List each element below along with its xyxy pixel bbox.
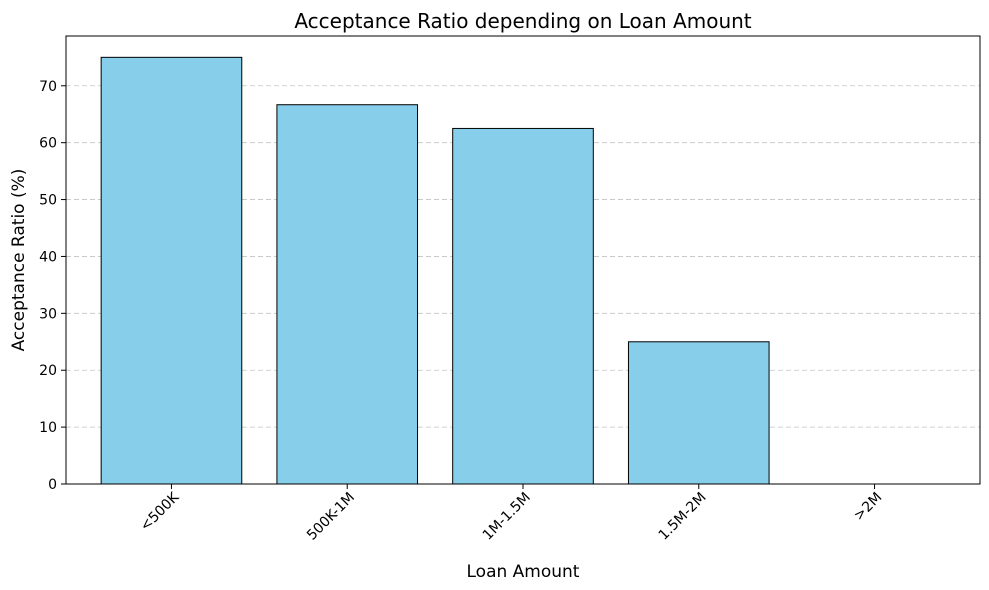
- x-tick-label-3: 1.5M-2M: [656, 490, 710, 544]
- y-tick-label-50: 50: [39, 193, 57, 209]
- x-tick-label-4: >2M: [851, 490, 885, 524]
- x-axis-ticks: <500K 500K-1M 1M-1.5M 1.5M-2M >2M: [137, 484, 885, 544]
- bar-3: [627, 341, 770, 485]
- y-tick-label-20: 20: [39, 363, 57, 379]
- chart-title: Acceptance Ratio depending on Loan Amoun…: [294, 9, 751, 33]
- y-tick-label-10: 10: [39, 420, 57, 436]
- y-tick-label-60: 60: [39, 136, 57, 152]
- x-axis-title: Loan Amount: [467, 562, 580, 582]
- y-axis-ticks: 0 10 20 30 40 50 60 70: [39, 79, 66, 493]
- x-tick-label-1: 500K-1M: [304, 490, 358, 544]
- y-axis-title: Acceptance Ratio (%): [9, 169, 29, 352]
- y-tick-label-0: 0: [48, 477, 57, 493]
- bar-2: [452, 127, 594, 485]
- x-tick-label-2: 1M-1.5M: [480, 490, 534, 544]
- y-tick-label-70: 70: [39, 79, 57, 95]
- y-tick-label-40: 40: [39, 249, 57, 265]
- bar-0: [100, 56, 243, 485]
- x-tick-label-0: <500K: [137, 489, 183, 535]
- bar-1: [276, 104, 419, 485]
- y-tick-label-30: 30: [39, 306, 57, 322]
- bars: [100, 56, 770, 485]
